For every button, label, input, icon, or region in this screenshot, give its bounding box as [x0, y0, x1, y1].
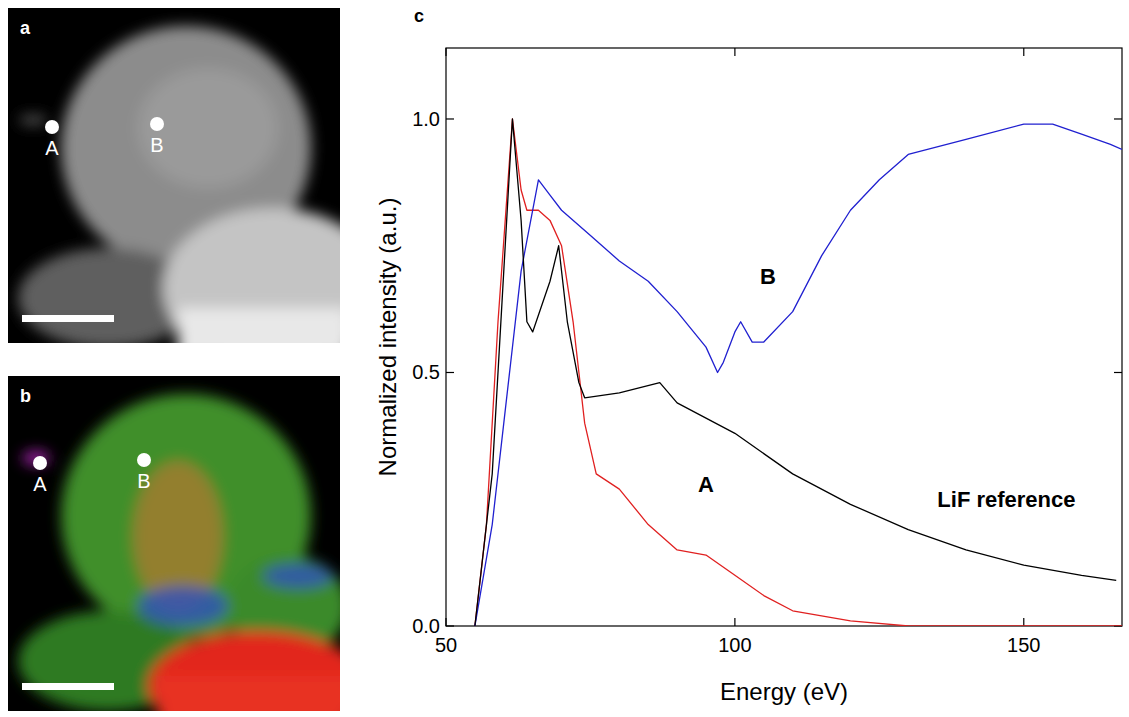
point-label: A: [33, 473, 47, 495]
y-tick: [1114, 118, 1122, 119]
micrograph: b A B: [8, 376, 368, 717]
particle: [138, 586, 228, 626]
x-tick-label: 100: [718, 634, 751, 656]
particle: [19, 115, 47, 125]
particles: [18, 26, 340, 343]
micrograph-content: [8, 8, 340, 343]
x-tick: [734, 618, 735, 626]
y-tick-label: 0.0: [412, 615, 440, 637]
x-tick: [734, 48, 735, 56]
micrograph-clip: [8, 8, 340, 343]
particle: [138, 68, 278, 188]
x-tick: [1023, 618, 1024, 626]
micrograph-content: [8, 376, 340, 711]
figure: a A Bb A Bc 50 100 150 0.0 0.5 1.0 A B LiF reference E…: [0, 0, 1129, 717]
x-tick: [1023, 48, 1024, 56]
scale-bar: [22, 315, 114, 322]
point-label: B: [137, 470, 150, 492]
y-tick: [446, 118, 454, 119]
x-axis-title: Energy (eV): [720, 678, 848, 705]
x-tick-label: 50: [435, 634, 457, 656]
particles: [18, 394, 340, 711]
spectrum-line: [475, 119, 1122, 626]
micrograph: a A B: [8, 8, 383, 368]
point-marker: [45, 120, 59, 134]
spectrum-line: [475, 124, 1122, 626]
point-label: B: [150, 134, 163, 156]
plot-frame: [446, 48, 1122, 626]
panel-label: b: [20, 386, 31, 406]
particle: [263, 564, 333, 588]
spectrum-line: [475, 119, 1116, 626]
series-group: [475, 119, 1122, 626]
point-marker: [137, 453, 151, 467]
series-label: LiF reference: [937, 487, 1075, 512]
particle: [148, 631, 340, 711]
y-tick-label: 0.5: [412, 361, 440, 383]
particle: [158, 676, 340, 711]
point-marker: [150, 117, 164, 131]
panel-label: a: [20, 18, 31, 38]
series-label: B: [760, 264, 776, 289]
panel-label: c: [414, 6, 424, 26]
particle: [163, 208, 340, 343]
scale-bar: [22, 683, 114, 690]
point-label: A: [45, 137, 59, 159]
y-axis-title: Normalized intensity (a.u.): [374, 198, 401, 477]
point-marker: [33, 456, 47, 470]
y-tick: [1114, 372, 1122, 373]
x-tick-label: 150: [1007, 634, 1040, 656]
particle: [178, 308, 340, 343]
series-label: A: [698, 472, 714, 497]
micrograph-clip: [8, 376, 340, 711]
y-tick-label: 1.0: [412, 108, 440, 130]
y-tick: [446, 372, 454, 373]
